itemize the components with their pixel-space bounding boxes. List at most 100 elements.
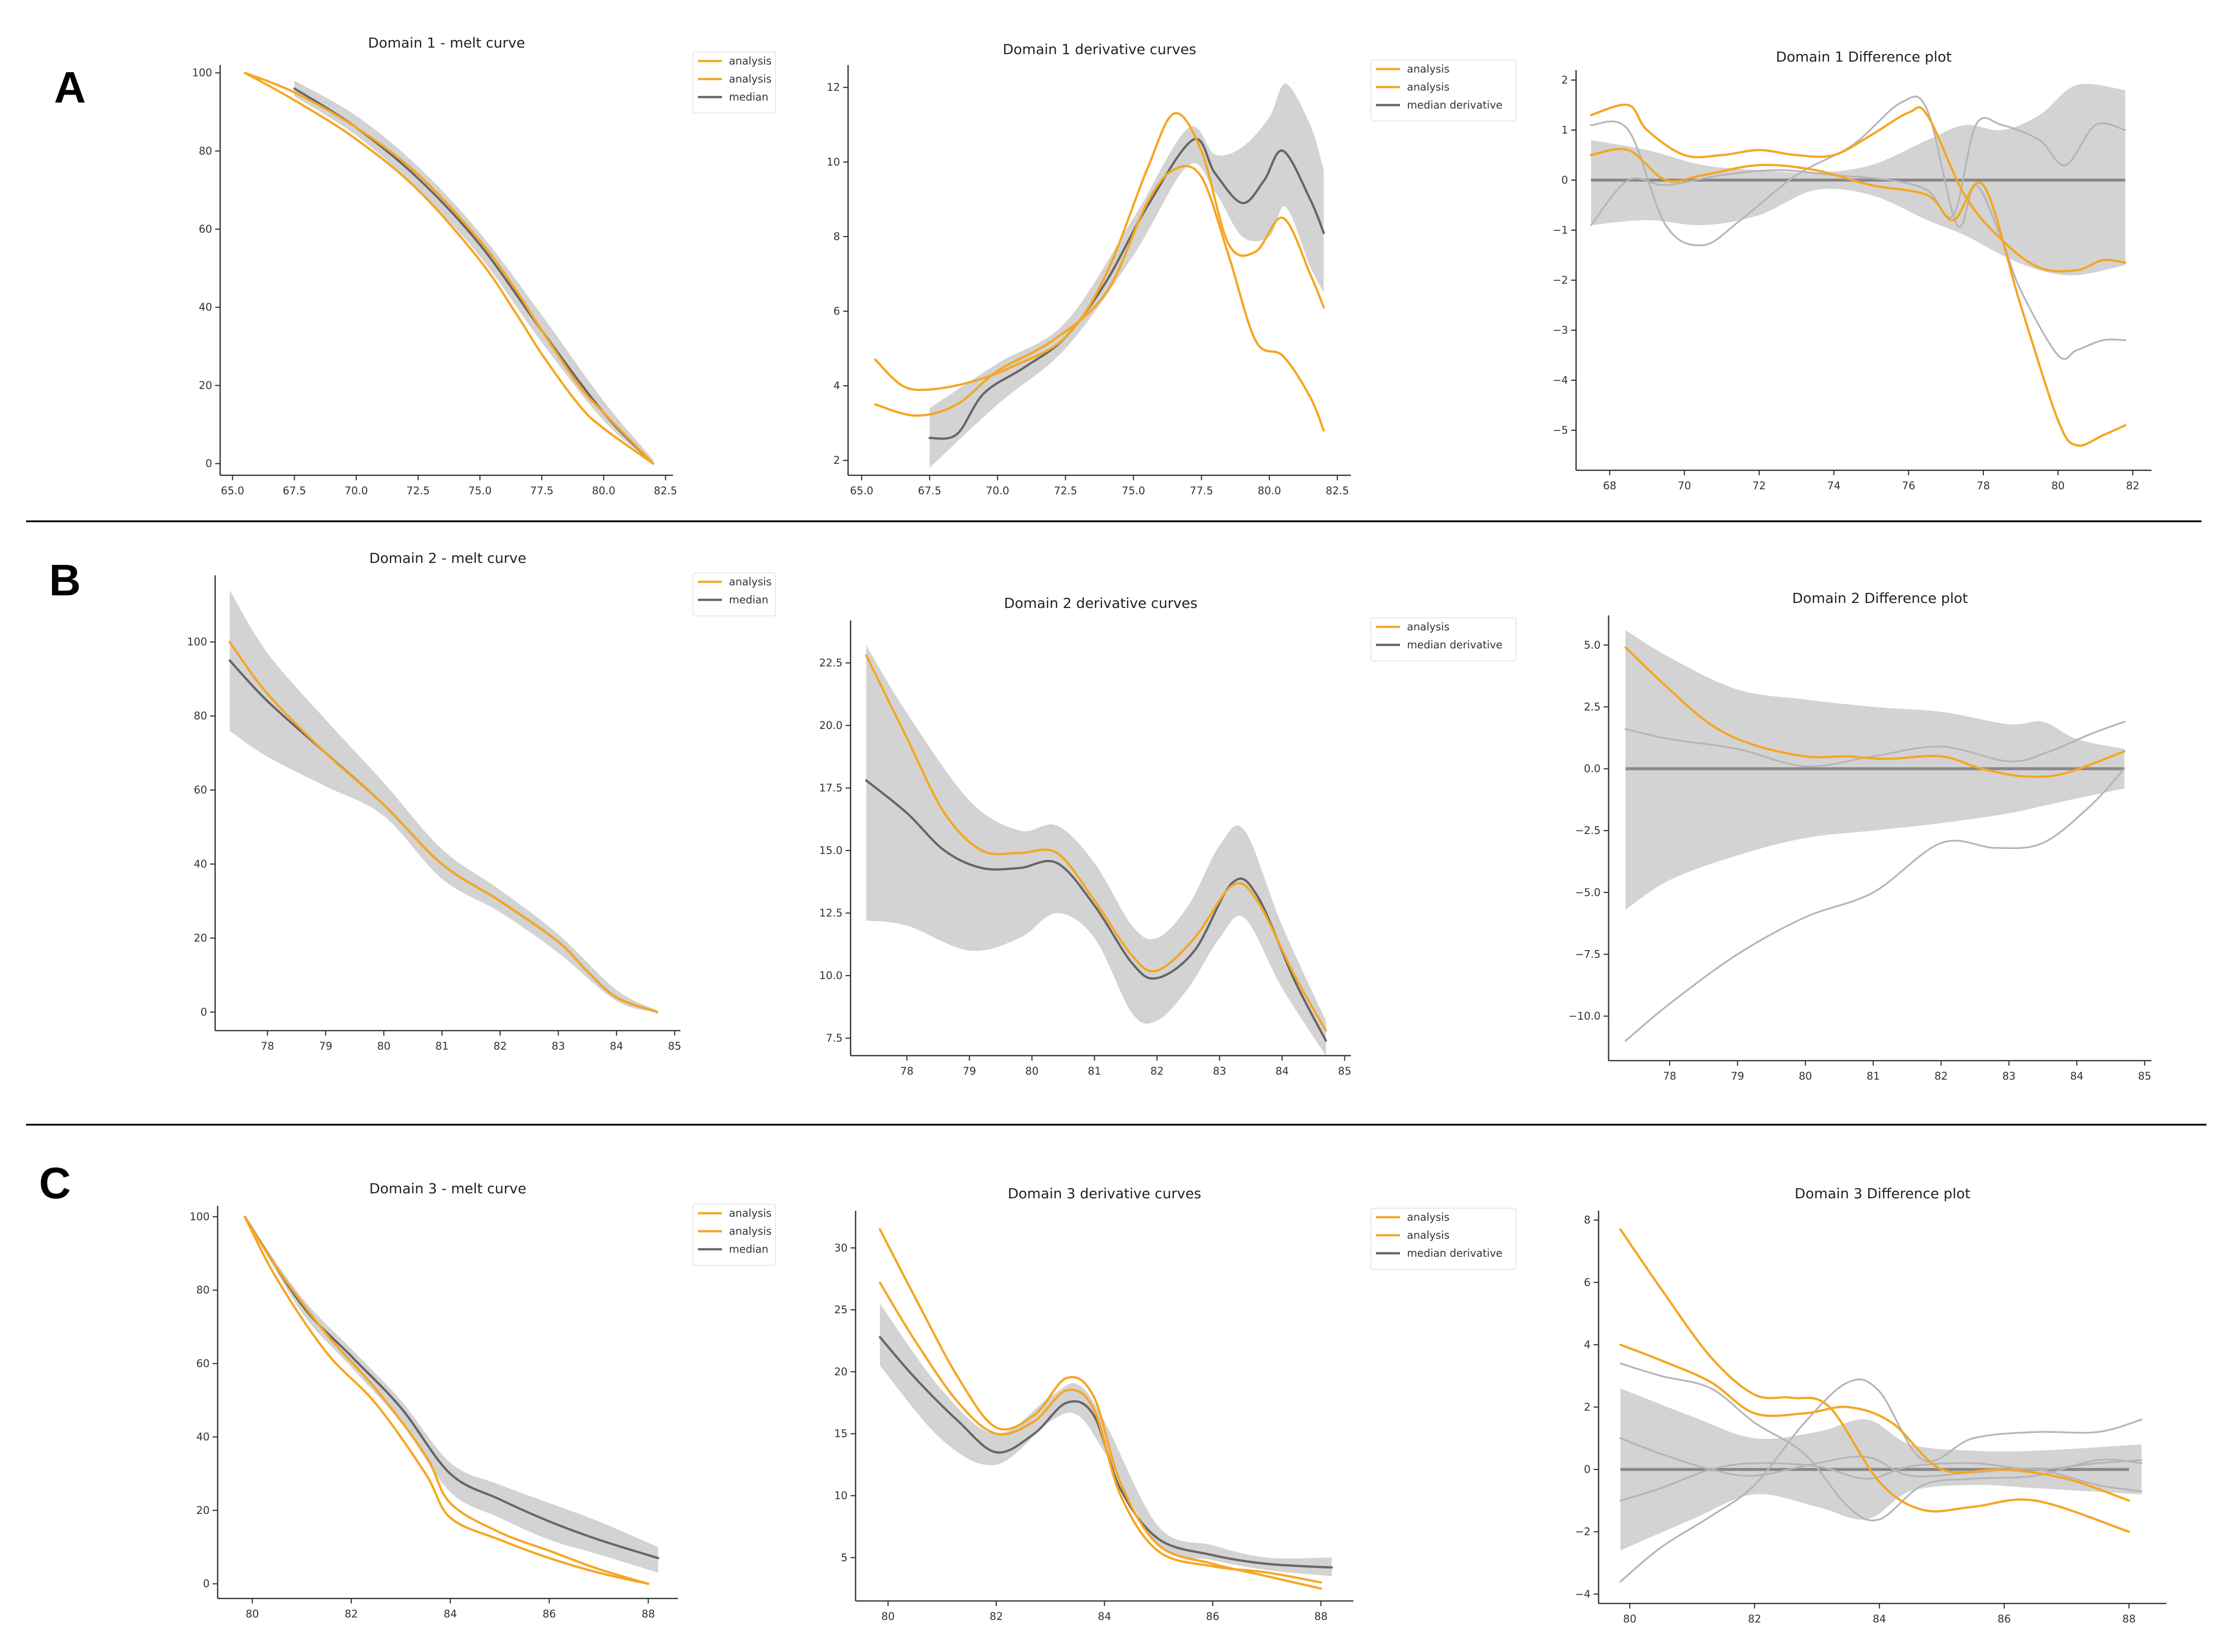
series-line-analysis-2 [1619, 1343, 2130, 1502]
x-tick-label: 80 [377, 1040, 391, 1052]
y-tick-label: 0 [201, 1006, 207, 1018]
y-tick-label: 6 [834, 305, 840, 317]
x-tick-label: 82 [1934, 1070, 1948, 1082]
legend-entry: median derivative [1407, 639, 1503, 651]
legend-entry: analysis [1407, 1211, 1449, 1223]
panel-label-a: A [54, 63, 86, 112]
legend: analysis analysis median [692, 52, 776, 114]
legend-entry: median derivative [1407, 99, 1503, 111]
y-tick-label: 40 [194, 858, 207, 870]
y-tick-label: 10 [827, 156, 840, 168]
row-separators [26, 520, 2206, 1126]
x-tick-label: 80 [1623, 1613, 1637, 1625]
y-tick-label: 17.5 [819, 782, 843, 794]
x-tick-label: 68 [1603, 480, 1617, 492]
panel-labels: A B C [39, 63, 86, 1208]
legend-frame [1370, 617, 1517, 661]
legend-entry: median derivative [1407, 1247, 1503, 1259]
chart-title: Domain 3 derivative curves [1008, 1185, 1201, 1202]
y-tick-label: −5 [1553, 424, 1568, 436]
x-tick-label: 86 [542, 1608, 556, 1620]
x-tick-label: 80 [2051, 480, 2065, 492]
x-tick-label: 74 [1827, 480, 1841, 492]
y-tick-label: 0.0 [1584, 763, 1601, 775]
x-tick-label: 65.0 [850, 485, 874, 497]
x-tick-label: 82 [345, 1608, 358, 1620]
y-tick-label: 15 [834, 1428, 848, 1440]
y-tick-label: 20 [834, 1366, 848, 1378]
y-tick-label: 60 [199, 223, 212, 235]
chart-title: Domain 2 derivative curves [1004, 595, 1198, 611]
y-tick-label: 12.5 [819, 907, 843, 919]
confidence-band [245, 1217, 658, 1573]
series-line-analysis-2 [1590, 148, 2126, 447]
y-tick-label: −1 [1553, 224, 1568, 236]
y-tick-label: 10.0 [819, 970, 843, 982]
y-tick-label: 4 [1584, 1339, 1591, 1351]
y-tick-label: 8 [834, 231, 840, 243]
y-tick-label: 4 [834, 380, 840, 392]
x-tick-label: 84 [2070, 1070, 2083, 1082]
confidence-band [230, 590, 657, 1012]
legend-entry: median [729, 594, 769, 606]
x-tick-label: 77.5 [1190, 485, 1213, 497]
x-tick-label: 82.5 [1325, 485, 1349, 497]
x-tick-label: 79 [319, 1040, 333, 1052]
legend-entry: analysis [729, 1207, 772, 1219]
x-tick-label: 70 [1678, 480, 1691, 492]
x-tick-label: 83 [2002, 1070, 2016, 1082]
chart-title: Domain 3 Difference plot [1795, 1185, 1970, 1202]
series-line-median-3 [879, 1336, 1333, 1569]
y-tick-label: 10 [834, 1490, 848, 1502]
series-line-analysis-2 [244, 1215, 649, 1585]
x-tick-label: 70.0 [986, 485, 1009, 497]
x-tick-label: 77.5 [530, 485, 554, 497]
x-tick-label: 67.5 [918, 485, 942, 497]
chart-4: Domain 2 - melt curve 78 79 80 81 82 83 84 85 0 20… [187, 550, 776, 1052]
y-tick-label: 60 [196, 1357, 210, 1369]
x-tick-label: 85 [668, 1040, 681, 1052]
y-tick-label: 5.0 [1584, 639, 1601, 651]
x-tick-label: 84 [444, 1608, 457, 1620]
y-tick-label: 20 [199, 379, 212, 391]
legend-entry: median [729, 1243, 769, 1255]
x-tick-label: 79 [1731, 1070, 1744, 1082]
x-tick-label: 78 [900, 1065, 914, 1077]
x-tick-label: 88 [2122, 1613, 2136, 1625]
x-tick-label: 75.0 [1122, 485, 1145, 497]
y-tick-label: 12 [827, 82, 840, 94]
x-tick-label: 80.0 [1258, 485, 1281, 497]
y-tick-label: 30 [834, 1242, 848, 1254]
chart-title: Domain 3 - melt curve [369, 1180, 526, 1197]
x-tick-label: 83 [1213, 1065, 1226, 1077]
series-line-analysis-1 [228, 640, 658, 1014]
legend-entry: analysis [729, 1225, 772, 1237]
y-tick-label: 100 [192, 67, 212, 79]
chart-1: Domain 1 - melt curve 65.0 67.5 70.0 72.5 75.… [192, 35, 776, 497]
x-tick-label: 84 [1275, 1065, 1289, 1077]
legend-entry: analysis [1407, 63, 1449, 75]
x-tick-label: 84 [610, 1040, 623, 1052]
x-tick-label: 78 [1663, 1070, 1677, 1082]
legend-frame [692, 572, 776, 616]
series-line-analysis-1 [879, 1228, 1322, 1590]
legend-entry: median [729, 91, 769, 103]
y-tick-label: 60 [194, 784, 207, 796]
chart-title: Domain 1 Difference plot [1776, 49, 1951, 65]
y-tick-label: 80 [194, 710, 207, 722]
y-tick-label: 20 [194, 932, 207, 944]
x-tick-label: 65.0 [221, 485, 244, 497]
x-tick-label: 72.5 [1054, 485, 1077, 497]
confidence-band [294, 81, 653, 464]
series-line-median-3 [928, 138, 1325, 440]
x-tick-label: 81 [1088, 1065, 1101, 1077]
x-tick-label: 88 [641, 1608, 655, 1620]
chart-8: Domain 3 derivative curves 80 82 84 86 88 5 10 1… [834, 1185, 1517, 1622]
y-tick-label: 2 [1562, 74, 1568, 86]
y-tick-label: 0 [1562, 174, 1568, 186]
y-tick-label: −2 [1575, 1526, 1591, 1538]
legend: analysis median derivative [1370, 617, 1517, 661]
series-line-analysis-1 [1619, 1228, 2130, 1533]
legend: analysis analysis median derivative [1370, 1208, 1517, 1270]
x-tick-label: 82 [1748, 1613, 1761, 1625]
